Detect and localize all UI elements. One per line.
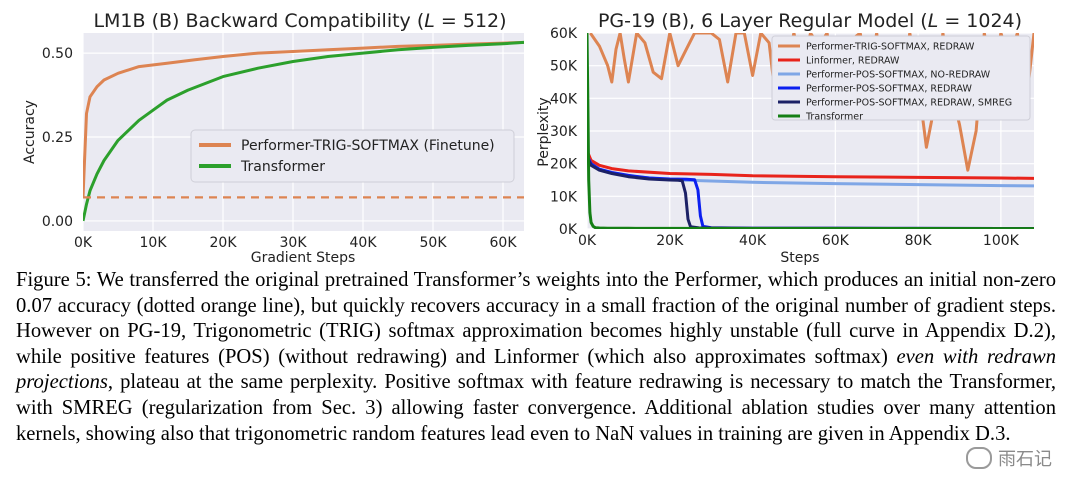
pg19-y-tick-label: 10K [550,189,578,205]
lm1b-y-tick-label: 0.00 [42,214,73,230]
pg19-legend-label: Linformer, REDRAW [806,56,900,67]
lm1b-x-tick-label: 0K [74,235,93,251]
lm1b-y-axis-label: Accuracy [22,100,38,164]
pg19-x-tick-label: 100K [983,233,1020,249]
pg19-x-tick-label: 0K [578,233,597,249]
wechat-icon [966,447,992,469]
pg19-y-tick-label: 30K [550,124,578,140]
lm1b-legend-box [190,129,515,183]
pg19-legend-box [771,35,1031,121]
pg19-x-tick-label: 40K [739,233,767,249]
figure-caption: Figure 5: We transferred the original pr… [16,268,1056,447]
caption-emphasis: even with redrawn projections [16,345,1057,394]
lm1b-y-tick-label: 0.50 [42,46,73,62]
lm1b-legend: Performer-TRIG-SOFTMAX (Finetune) Transf… [190,129,515,183]
pg19-x-axis-label: Steps [780,250,819,266]
pg19-x-tick-label: 60K [822,233,850,249]
lm1b-series-performer-trig-softmax-finetune [83,40,524,198]
lm1b-x-axis-label: Gradient Steps [251,250,356,266]
pg19-legend: Performer-TRIG-SOFTMAX, REDRAW Linformer,… [771,35,1031,123]
lm1b-chart-title: LM1B (B) Backward Compatibility (L = 512… [93,10,506,32]
pg19-y-axis-label: Perplexity [536,97,552,166]
lm1b-legend-label-transformer: Transformer [240,159,325,175]
lm1b-x-tick-label: 10K [140,235,168,251]
pg19-y-tick-label: 60K [550,26,578,42]
lm1b-x-tick-label: 50K [420,235,448,251]
caption-text-1: We transferred the original pretrained T… [16,269,1057,368]
pg19-legend-label: Performer-POS-SOFTMAX, REDRAW, SMREG [806,98,1012,109]
pg19-y-tick-label: 50K [550,59,578,75]
lm1b-legend-label-performer: Performer-TRIG-SOFTMAX (Finetune) [241,138,495,154]
figure-canvas: LM1B (B) Backward Compatibility (L = 512… [22,10,1034,266]
pg19-chart-title: PG-19 (B), 6 Layer Regular Model (L = 10… [598,10,1022,32]
lm1b-x-tick-label: 40K [350,235,378,251]
pg19-x-tick-label: 20K [656,233,684,249]
pg19-legend-label: Performer-TRIG-SOFTMAX, REDRAW [806,42,975,53]
lm1b-chart: LM1B (B) Backward Compatibility (L = 512… [22,10,524,266]
pg19-chart: PG-19 (B), 6 Layer Regular Model (L = 10… [536,10,1034,266]
pg19-legend-label: Performer-POS-SOFTMAX, REDRAW [806,84,972,95]
lm1b-x-tick-label: 20K [210,235,238,251]
pg19-legend-label: Transformer [805,112,863,123]
pg19-y-tick-label: 0K [559,222,578,238]
pg19-y-tick-label: 20K [550,157,578,173]
pg19-series-transformer [587,33,1034,229]
pg19-x-tick-label: 80K [905,233,933,249]
caption-label: Figure 5: [16,269,92,291]
lm1b-y-tick-label: 0.25 [42,130,73,146]
figure-5: LM1B (B) Backward Compatibility (L = 512… [22,10,1034,266]
pg19-y-tick-label: 40K [550,91,578,107]
lm1b-x-tick-label: 30K [280,235,308,251]
watermark-text: 雨石记 [998,449,1052,470]
lm1b-series-transformer [83,40,524,222]
pg19-series-linformer-redraw [587,150,1034,180]
pg19-legend-label: Performer-POS-SOFTMAX, NO-REDRAW [806,70,991,81]
lm1b-x-tick-label: 60K [490,235,518,251]
caption-text-2: , plateau at the same perplexity. Positi… [16,371,1056,445]
watermark: 雨石记 [966,445,1052,471]
